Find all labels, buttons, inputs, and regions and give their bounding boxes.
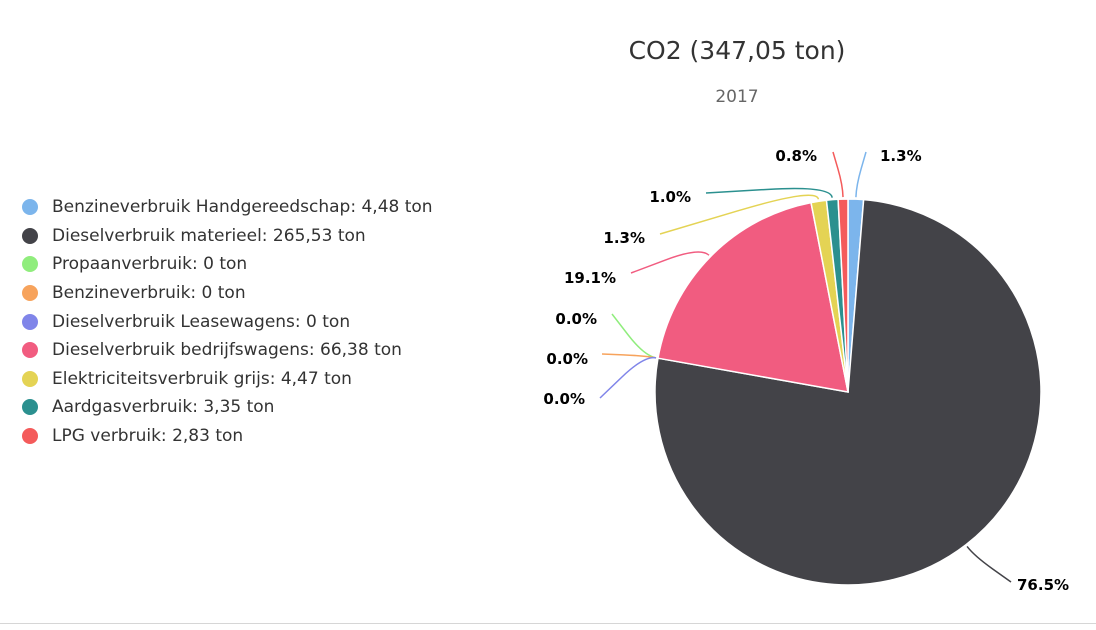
connector-6 [659, 194, 820, 235]
legend-swatch [22, 199, 38, 216]
pie-slices[interactable] [654, 198, 1042, 586]
legend-swatch [22, 370, 38, 387]
data-label: 0.0% [555, 310, 597, 328]
data-label: 0.0% [543, 390, 585, 408]
data-label: 1.3% [880, 147, 922, 165]
legend-swatch [22, 256, 38, 273]
chart-title: CO2 (347,05 ton) [629, 36, 846, 65]
data-label-connectors [599, 151, 1012, 583]
connector-1 [966, 545, 1012, 583]
connector-0 [855, 151, 867, 198]
data-label: 19.1% [564, 269, 616, 287]
legend-item[interactable]: Dieselverbruik materieel: 265,53 ton [22, 222, 433, 251]
data-label: 0.0% [546, 350, 588, 368]
legend-item[interactable]: Dieselverbruik Leasewagens: 0 ton [22, 307, 433, 336]
chart-subtitle: 2017 [715, 87, 758, 107]
legend-item[interactable]: Benzineverbruik Handgereedschap: 4,48 to… [22, 193, 433, 222]
legend-item[interactable]: Benzineverbruik: 0 ton [22, 279, 433, 308]
legend-swatch [22, 313, 38, 330]
legend-item[interactable]: Elektriciteitsverbruik grijs: 4,47 ton [22, 365, 433, 394]
legend-item[interactable]: LPG verbruik: 2,83 ton [22, 422, 433, 451]
legend-label: Elektriciteitsverbruik grijs: 4,47 ton [52, 368, 352, 389]
legend-swatch [22, 399, 38, 416]
legend-label: Benzineverbruik: 0 ton [52, 283, 246, 304]
connector-8 [832, 151, 844, 198]
data-label: 1.3% [603, 229, 645, 247]
connector-5 [630, 251, 710, 274]
legend-label: Dieselverbruik materieel: 265,53 ton [52, 225, 366, 246]
data-labels: 1.3% 76.5% 0.0% 0.0% 0.0% 19.1% 1.3% 1.0% 0.8% [543, 147, 1069, 594]
legend-item[interactable]: Aardgasverbruik: 3,35 ton [22, 393, 433, 422]
legend-swatch [22, 342, 38, 359]
bottom-divider [0, 623, 1096, 624]
legend-label: Propaanverbruik: 0 ton [52, 254, 248, 275]
data-label: 0.8% [775, 147, 817, 165]
legend-swatch [22, 227, 38, 244]
legend-swatch [22, 428, 38, 445]
legend-label: Benzineverbruik Handgereedschap: 4,48 to… [52, 197, 433, 218]
legend-label: Dieselverbruik Leasewagens: 0 ton [52, 311, 351, 332]
legend-label: LPG verbruik: 2,83 ton [52, 426, 244, 447]
pie-slice-dieselverbruik-bedrijfswagens[interactable] [657, 201, 849, 393]
data-label: 76.5% [1017, 576, 1069, 594]
legend-swatch [22, 285, 38, 302]
legend-label: Aardgasverbruik: 3,35 ton [52, 397, 275, 418]
connector-7 [705, 187, 833, 198]
legend-item[interactable]: Dieselverbruik bedrijfswagens: 66,38 ton [22, 336, 433, 365]
data-label: 1.0% [649, 188, 691, 206]
legend-item[interactable]: Propaanverbruik: 0 ton [22, 250, 433, 279]
connector-2 [611, 313, 657, 359]
legend: Benzineverbruik Handgereedschap: 4,48 to… [22, 193, 433, 450]
legend-label: Dieselverbruik bedrijfswagens: 66,38 ton [52, 340, 402, 361]
pie-slice-lpg-verbruik[interactable] [837, 198, 849, 393]
connector-4 [599, 356, 657, 399]
